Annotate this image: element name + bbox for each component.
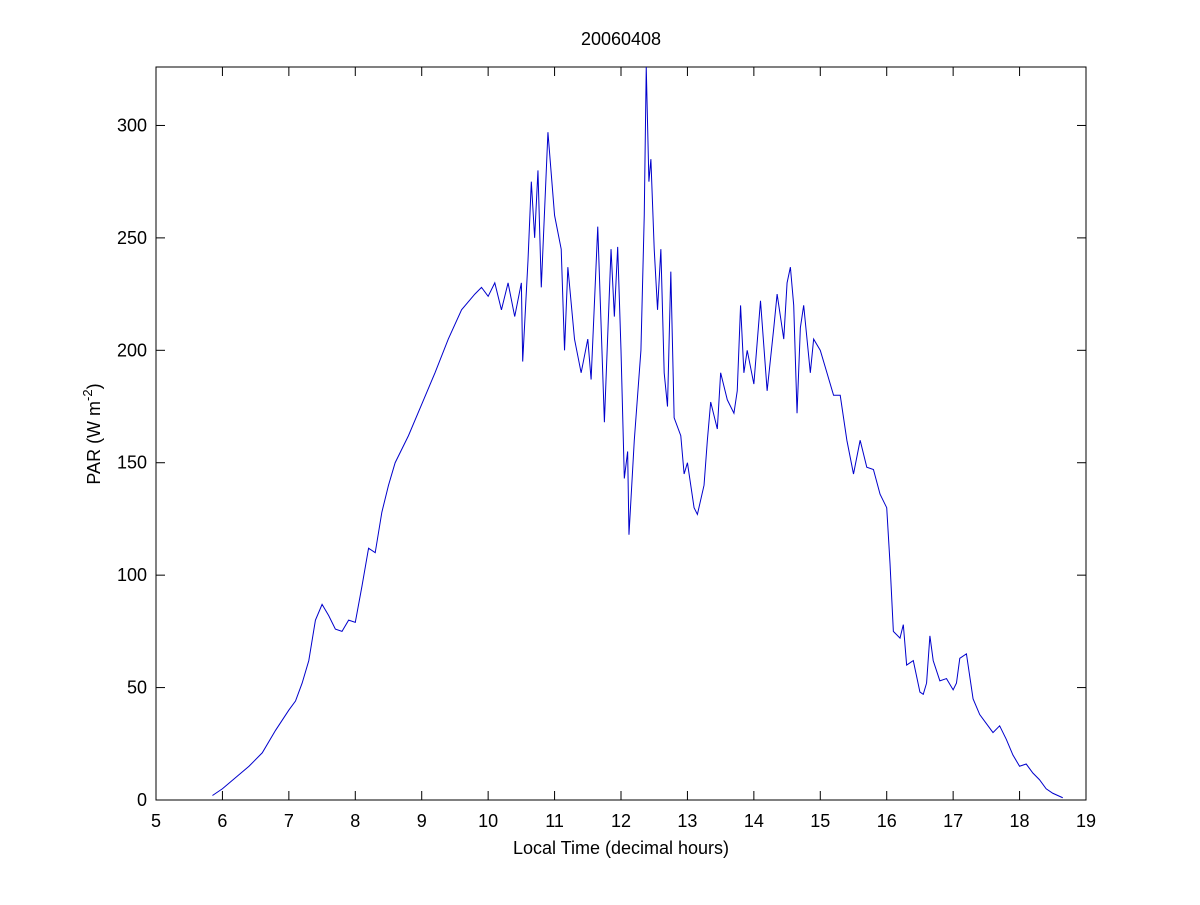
y-tick-label: 0 bbox=[137, 790, 147, 810]
y-axis-label: PAR (W m-2) bbox=[80, 383, 104, 484]
x-tick-label: 14 bbox=[744, 811, 764, 831]
plot-frame bbox=[155, 66, 1087, 801]
x-tick-label: 13 bbox=[677, 811, 697, 831]
y-tick-label: 100 bbox=[117, 565, 147, 585]
x-tick-label: 12 bbox=[611, 811, 631, 831]
x-tick-label: 17 bbox=[943, 811, 963, 831]
y-label-superscript: -2 bbox=[80, 389, 95, 401]
x-tick-label: 5 bbox=[151, 811, 161, 831]
y-tick-label: 200 bbox=[117, 340, 147, 360]
x-tick-label: 16 bbox=[877, 811, 897, 831]
x-tick-label: 18 bbox=[1010, 811, 1030, 831]
y-tick-label: 50 bbox=[127, 678, 147, 698]
chart-title: 20060408 bbox=[581, 29, 661, 49]
y-tick-label: 250 bbox=[117, 228, 147, 248]
x-tick-label: 6 bbox=[217, 811, 227, 831]
y-label-suffix: ) bbox=[84, 383, 104, 389]
x-tick-label: 11 bbox=[545, 811, 564, 831]
x-axis-label: Local Time (decimal hours) bbox=[513, 838, 729, 858]
x-tick-label: 10 bbox=[478, 811, 498, 831]
y-tick-label: 300 bbox=[117, 115, 147, 135]
x-tick-label: 9 bbox=[417, 811, 427, 831]
x-tick-label: 8 bbox=[350, 811, 360, 831]
data-line bbox=[212, 66, 1063, 799]
x-tick-label: 7 bbox=[284, 811, 294, 831]
x-tick-label: 15 bbox=[810, 811, 830, 831]
x-tick-label: 19 bbox=[1076, 811, 1096, 831]
y-label-text: PAR (W m bbox=[84, 401, 104, 485]
y-tick-label: 150 bbox=[117, 453, 147, 473]
